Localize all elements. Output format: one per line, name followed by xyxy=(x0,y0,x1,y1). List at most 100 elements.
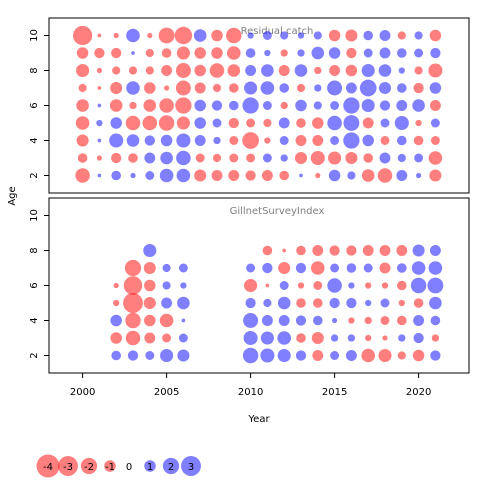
bubble-point xyxy=(297,49,305,57)
bubble-point xyxy=(124,259,142,277)
bubble-point xyxy=(295,99,307,112)
legend-bubble xyxy=(104,460,116,472)
bubble-point xyxy=(279,136,289,145)
bubble-point xyxy=(229,136,239,145)
bubble-point xyxy=(126,81,140,95)
bubble-point xyxy=(194,82,206,94)
bubble-point xyxy=(263,298,272,308)
bubble-point xyxy=(329,245,340,256)
bubble-point xyxy=(128,66,138,75)
bubble-point xyxy=(162,263,171,273)
bubble-point xyxy=(380,118,390,128)
bubble-point xyxy=(429,296,442,310)
bubble-point xyxy=(412,349,425,362)
bubble-point xyxy=(194,99,206,112)
x-tick-label: 2020 xyxy=(406,387,431,398)
bubble-point xyxy=(311,261,325,275)
bubble-point xyxy=(194,64,206,77)
bubble-point xyxy=(245,297,256,309)
bubble-point xyxy=(414,31,423,40)
bubble-point xyxy=(363,30,374,41)
y-tick-label: 8 xyxy=(29,247,40,253)
bubble-point xyxy=(75,168,90,183)
bubble-point xyxy=(363,48,373,58)
y-tick-label: 10 xyxy=(29,29,40,42)
bubble-point xyxy=(361,169,375,182)
bubble-point xyxy=(415,119,422,127)
bubble-point xyxy=(76,99,89,112)
bubble-point xyxy=(430,350,441,361)
bubble-point xyxy=(265,283,270,288)
bubble-point xyxy=(94,47,105,59)
bubble-point xyxy=(211,29,223,42)
bubble-point xyxy=(379,152,391,164)
bubble-point xyxy=(264,137,271,144)
bubble-point xyxy=(194,117,206,129)
bubble-point xyxy=(345,151,358,165)
bubble-point xyxy=(380,136,390,145)
bubble-point xyxy=(226,27,242,44)
bubble-point xyxy=(131,51,135,55)
bubble-point xyxy=(430,47,441,59)
bubble-point xyxy=(345,82,357,94)
bubble-point xyxy=(161,48,172,58)
bubble-point xyxy=(244,81,258,95)
bubble-point xyxy=(261,64,274,77)
y-axis-title: Age xyxy=(7,186,18,205)
bubble-point xyxy=(143,99,157,112)
bubble-point xyxy=(428,151,443,165)
bubble-point xyxy=(96,119,103,127)
y-tick-label: 6 xyxy=(29,102,40,108)
bubble-point xyxy=(280,101,288,110)
bubble-point xyxy=(144,82,156,94)
bubble-point xyxy=(242,132,259,149)
bubble-point xyxy=(109,99,123,112)
bubble-point xyxy=(127,350,139,361)
bubble-point xyxy=(312,298,323,308)
legend-bubble xyxy=(80,457,98,475)
bubble-point xyxy=(261,170,273,181)
bubble-point xyxy=(396,315,407,326)
bubble-point xyxy=(161,297,173,309)
bubble-point xyxy=(110,314,122,327)
legend-label: 0 xyxy=(126,462,132,473)
bubble-point xyxy=(345,29,358,42)
bubble-point xyxy=(262,101,272,110)
bubble-point xyxy=(123,276,143,295)
panel-title: Residual catch xyxy=(241,26,314,37)
bubble-point xyxy=(299,173,303,178)
bubble-point xyxy=(97,86,102,90)
bubble-point xyxy=(396,280,407,291)
bubble-point xyxy=(397,31,406,40)
bubble-point xyxy=(211,170,223,181)
bubble-point xyxy=(264,49,271,57)
bubble-point xyxy=(381,282,389,289)
bubble-point xyxy=(194,47,206,59)
bubble-point xyxy=(380,316,390,325)
bubble-point xyxy=(348,282,355,289)
bubble-point xyxy=(296,333,306,343)
bubble-point xyxy=(245,65,257,76)
bubble-point xyxy=(113,282,119,289)
bubble-point xyxy=(330,101,340,110)
legend-label: -2 xyxy=(84,462,94,473)
bubble-point xyxy=(113,32,119,39)
bubble-point xyxy=(177,349,190,362)
bubble-point xyxy=(429,100,441,111)
bubble-point xyxy=(361,98,375,113)
panels-group: Residual catch 2 4 6 8 10 GillnetSurveyIndex 2 4… xyxy=(29,17,470,374)
bubble-point xyxy=(348,317,355,324)
bubble-point xyxy=(428,63,443,78)
bubble-point xyxy=(247,32,254,39)
bubble-point xyxy=(343,115,360,131)
bubble-point xyxy=(277,348,291,363)
bubble-point xyxy=(78,83,87,93)
bubble-point xyxy=(379,245,391,256)
bubble-point xyxy=(176,168,191,183)
bubble-point xyxy=(329,297,340,309)
bubble-point xyxy=(362,134,374,147)
panel-title: GillnetSurveyIndex xyxy=(230,206,325,217)
bubble-point xyxy=(125,115,141,131)
bubble-point xyxy=(260,81,275,95)
bubble-point xyxy=(160,348,174,363)
